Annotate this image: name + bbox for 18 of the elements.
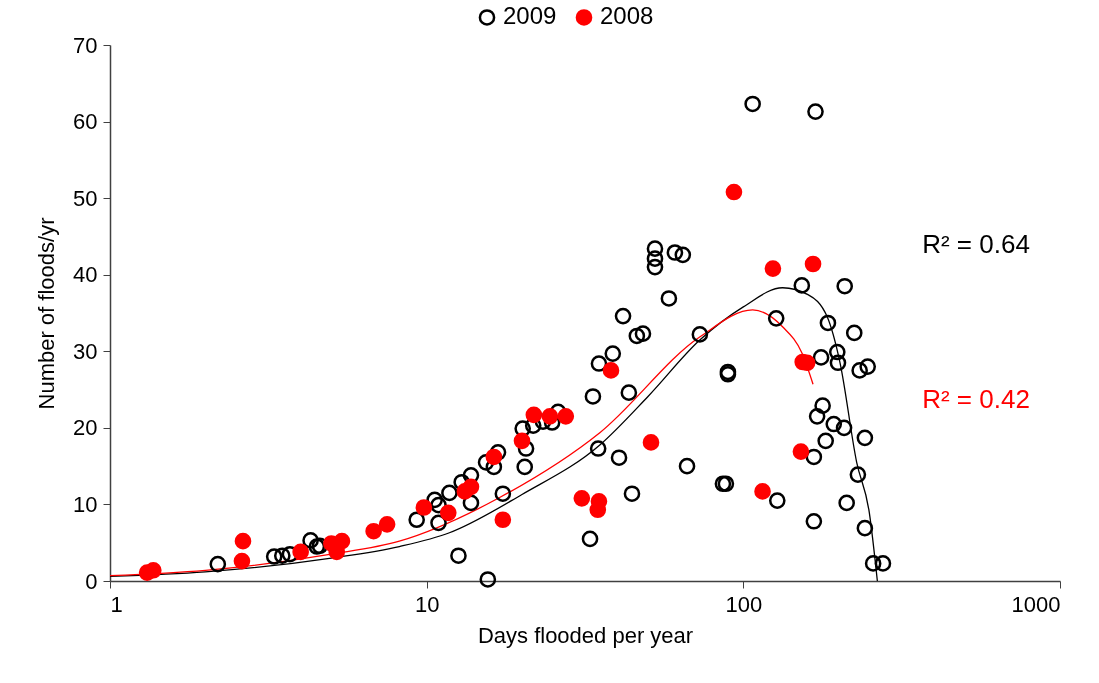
annotation: R² = 0.42 [922, 384, 1030, 414]
x-tick-label: 1 [110, 591, 123, 617]
x-axis-title: Days flooded per year [477, 622, 694, 648]
y-tick-label: 30 [73, 338, 98, 364]
x-tick-label: 10 [414, 591, 440, 617]
legend-label: 2009 [503, 2, 557, 30]
y-axis-title: Number of floods/yr [34, 217, 60, 410]
annotation: R² = 0.64 [922, 229, 1030, 259]
x-tick-label: 1000 [1011, 591, 1061, 617]
y-tick-label: 40 [73, 262, 98, 288]
x-tick-label: 100 [725, 591, 763, 617]
y-tick-label: 70 [73, 32, 98, 58]
y-tick-label: 20 [73, 415, 98, 441]
y-tick-label: 10 [73, 491, 98, 517]
y-tick-label: 60 [73, 109, 98, 135]
y-tick-label: 50 [73, 185, 98, 211]
legend-label: 2008 [600, 2, 654, 30]
y-tick-label: 0 [85, 568, 98, 594]
